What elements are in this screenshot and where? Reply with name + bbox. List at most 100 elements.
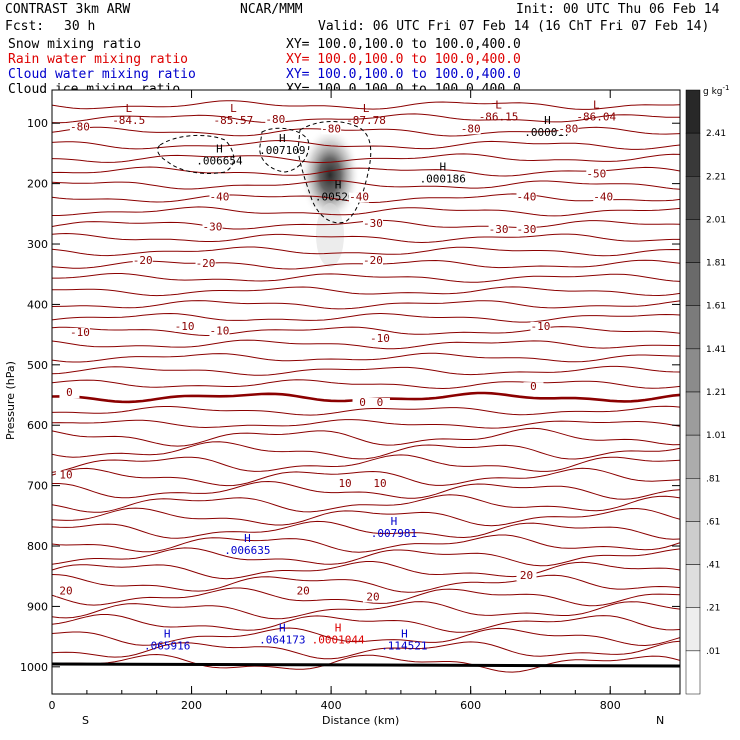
extremum-marker: L xyxy=(593,98,600,111)
contour-label-bg xyxy=(321,124,342,135)
y-tick-label: 1000 xyxy=(20,661,48,674)
contour-label-bg xyxy=(593,192,614,203)
colorbar-swatch xyxy=(685,650,701,695)
contour-label: -20 xyxy=(363,254,383,267)
contour-label: -40 xyxy=(593,191,613,204)
isotherm xyxy=(52,601,680,620)
isotherm xyxy=(52,339,680,350)
isotherm xyxy=(52,534,680,553)
contour-label: -80 xyxy=(321,122,341,135)
isotherm xyxy=(52,614,680,633)
extremum-marker: H xyxy=(401,627,408,640)
isotherm xyxy=(52,507,680,527)
contour-label-bg xyxy=(516,571,537,582)
isotherm xyxy=(52,352,680,363)
contour-label: 0 xyxy=(66,386,73,399)
contour-label-bg xyxy=(69,327,90,338)
contour-label-bg xyxy=(209,192,230,203)
isotherm xyxy=(52,206,680,217)
colorbar-label: 1.01 xyxy=(706,431,726,441)
y-tick-label: 500 xyxy=(27,359,48,372)
isotherm xyxy=(52,520,680,540)
extremum-marker: H xyxy=(279,132,286,145)
end-label-north: N xyxy=(656,714,664,727)
colorbar-unit: g kg-1 xyxy=(703,84,729,97)
contour-label-bg xyxy=(523,382,544,393)
contour-label-bg xyxy=(362,592,383,603)
contour-label-bg xyxy=(369,397,390,408)
cloud-ice-contour xyxy=(259,127,310,173)
contour-label: -20 xyxy=(196,257,216,270)
contour-label-bg xyxy=(349,192,370,203)
isotherm xyxy=(52,547,680,567)
contour-label: -50 xyxy=(586,168,606,181)
contour-label: 0 xyxy=(530,380,537,393)
end-label-south: S xyxy=(82,714,89,727)
contour-label: -30 xyxy=(203,221,223,234)
colorbar-swatch xyxy=(685,434,701,479)
contour-label: -10 xyxy=(175,320,195,333)
extremum-value: -86.04 xyxy=(576,110,616,123)
y-axis-label: Pressure (hPa) xyxy=(4,361,17,440)
ground-line xyxy=(51,662,681,668)
colorbar-label: .21 xyxy=(706,604,720,614)
isotherm xyxy=(52,441,680,460)
isotherm xyxy=(52,640,680,660)
extremum-marker: H xyxy=(335,621,342,634)
isotherm xyxy=(52,312,680,323)
cloud-ice-contour xyxy=(297,121,372,224)
colorbar-swatch xyxy=(685,607,701,652)
extremum-marker: H xyxy=(216,142,223,155)
x-axis-label: Distance (km) xyxy=(322,714,399,727)
field-xy-cloud-water: XY= 100.0,100.0 to 100.0,400.0 xyxy=(286,67,521,82)
contour-label-bg xyxy=(369,333,390,344)
contour-label: -80 xyxy=(265,113,285,126)
extremum-marker: H xyxy=(164,627,171,640)
isotherm xyxy=(52,153,680,163)
isotherm xyxy=(52,653,680,673)
contour-label: 10 xyxy=(373,477,386,490)
y-tick-label: 400 xyxy=(27,298,48,311)
contour-label-bg xyxy=(558,124,579,135)
y-tick-label: 900 xyxy=(27,600,48,613)
y-tick-label: 200 xyxy=(27,178,48,191)
x-tick-label: 800 xyxy=(600,699,621,712)
contour-label: 10 xyxy=(59,468,72,481)
org-title: NCAR/MMM xyxy=(240,2,303,17)
extremum-value: .006635 xyxy=(224,544,270,557)
extremum-value: .007981 xyxy=(371,527,417,540)
isotherm xyxy=(52,326,680,337)
contour-label: -10 xyxy=(210,325,230,338)
extremum-value: -87.78 xyxy=(346,114,386,127)
colorbar-label: 1.21 xyxy=(706,388,726,398)
colorbar-swatch xyxy=(685,262,701,306)
isotherm xyxy=(52,166,680,177)
snow-shading-tail xyxy=(316,203,344,267)
fcst-label: Fcst: xyxy=(5,19,44,34)
extremum-marker: L xyxy=(230,102,237,115)
contour-label-bg xyxy=(352,397,373,408)
colorbar-label: .81 xyxy=(706,474,720,484)
colorbar-label: 2.01 xyxy=(706,215,726,225)
contour-label-bg xyxy=(530,321,551,332)
isotherm xyxy=(52,300,680,310)
colorbar-swatch xyxy=(685,348,701,393)
x-tick-label: 0 xyxy=(49,699,56,712)
isotherm xyxy=(52,494,680,513)
extremum-value: -85.57 xyxy=(214,114,254,127)
extremum-value: -84.5 xyxy=(112,114,145,127)
model-title: CONTRAST 3km ARW xyxy=(5,2,130,17)
contour-label: 20 xyxy=(297,584,310,597)
field-name-rain: Rain water mixing ratio xyxy=(8,52,188,67)
contour-label: 20 xyxy=(59,584,72,597)
colorbar-label: 1.81 xyxy=(706,259,726,269)
colorbar-swatch xyxy=(685,391,701,436)
contour-label: -40 xyxy=(349,191,369,204)
x-tick-label: 400 xyxy=(321,699,342,712)
contour-label-bg xyxy=(516,192,537,203)
colorbar-swatch xyxy=(685,89,701,134)
isotherm xyxy=(52,365,680,376)
contour-label-bg xyxy=(195,258,216,269)
isotherm xyxy=(52,379,680,390)
